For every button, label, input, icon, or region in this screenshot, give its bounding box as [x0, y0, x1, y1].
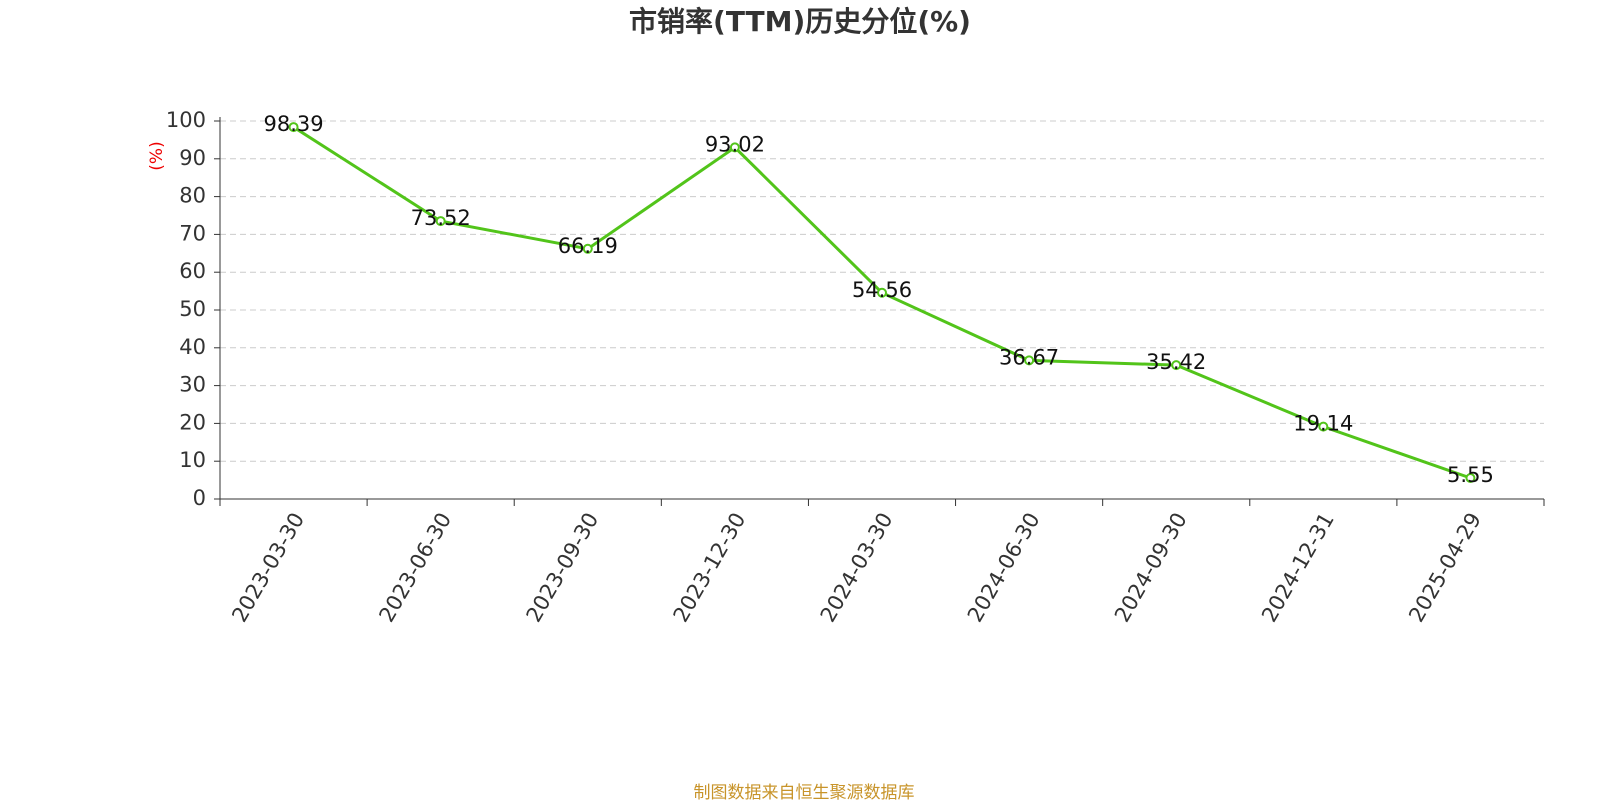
point	[288, 122, 299, 133]
y-tick-label: 70	[179, 221, 206, 245]
x-tick-label: 2023-03-30	[227, 509, 309, 627]
y-tick-label: 0	[193, 486, 206, 510]
point	[1171, 360, 1182, 371]
y-tick-label: 10	[179, 448, 206, 472]
x-tick-label: 2023-09-30	[521, 509, 603, 627]
point	[729, 142, 740, 153]
x-tick-label: 2024-09-30	[1110, 509, 1192, 627]
x-tick-label: 2024-12-31	[1257, 509, 1339, 627]
data-label: 36.67	[999, 345, 1059, 369]
point	[435, 216, 446, 227]
y-tick-label: 40	[179, 335, 206, 359]
point	[1465, 473, 1476, 484]
y-tick-label: 50	[179, 297, 206, 321]
y-tick-label: 20	[179, 410, 206, 434]
x-tick-label: 2023-12-30	[669, 509, 751, 627]
chart-title: 市销率(TTM)历史分位(%)	[629, 5, 971, 38]
data-label: 66.19	[558, 234, 618, 258]
x-tick-label: 2025-04-29	[1404, 509, 1486, 627]
data-label: 54.56	[852, 278, 912, 302]
y-tick-label: 60	[179, 259, 206, 283]
data-label: 19.14	[1293, 412, 1353, 436]
point	[1318, 421, 1329, 432]
data-label: 35.42	[1146, 350, 1206, 374]
x-tick-label: 2024-06-30	[963, 509, 1045, 627]
point	[1024, 355, 1035, 366]
y-axis-label: (%)	[147, 141, 167, 170]
y-tick-label: 90	[179, 146, 206, 170]
data-label: 73.52	[411, 206, 471, 230]
y-tick-label: 30	[179, 373, 206, 397]
x-tick-label: 2023-06-30	[374, 509, 456, 627]
point	[582, 243, 593, 254]
x-tick-label: 2024-03-30	[816, 509, 898, 627]
data-label: 98.39	[263, 112, 323, 136]
source-note: 制图数据来自恒生聚源数据库	[694, 783, 915, 800]
point	[877, 287, 887, 298]
y-tick-label: 80	[179, 184, 206, 208]
y-tick-label: 100	[166, 108, 206, 132]
data-label: 93.02	[705, 132, 765, 156]
data-label: 5.55	[1447, 463, 1494, 487]
